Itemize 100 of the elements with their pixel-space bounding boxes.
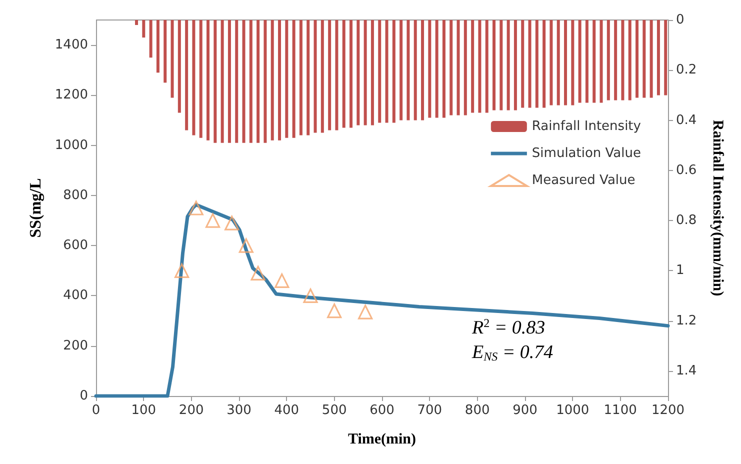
y-tick-label: 400 [63, 288, 88, 304]
y2-axis-title: Rainfall Intensity(mm/min) [710, 120, 726, 296]
bar [320, 20, 324, 133]
bar [135, 20, 138, 26]
y-axis-title: SS(mg/L [28, 178, 45, 238]
x-tick-label: 900 [512, 403, 538, 418]
bar [228, 20, 231, 143]
point [327, 303, 342, 318]
point [238, 238, 254, 253]
x-tick-label: 300 [226, 403, 252, 418]
bar [342, 20, 346, 128]
y-tick-label: 800 [63, 188, 88, 203]
bar [535, 20, 538, 108]
point [188, 200, 204, 216]
bar [464, 20, 467, 116]
bar [664, 20, 668, 96]
bar [642, 20, 646, 98]
bar [364, 20, 367, 126]
bar [514, 20, 517, 110]
bar [471, 20, 474, 113]
bar [421, 20, 424, 120]
bar [178, 20, 181, 113]
bar [256, 20, 260, 143]
bar [392, 20, 396, 123]
legend-label: Measured Value [532, 173, 636, 188]
bar [485, 20, 488, 113]
bar [299, 20, 302, 136]
bar [242, 20, 246, 143]
bar [356, 20, 360, 126]
bar [550, 20, 553, 106]
bar [500, 20, 503, 110]
bar [556, 20, 560, 106]
x-tick-label: 800 [464, 403, 490, 418]
bar [450, 20, 453, 116]
bar [192, 20, 196, 136]
x-tick-label: 600 [370, 403, 394, 418]
y2-tick-label: 1.4 [676, 363, 697, 378]
bar [606, 20, 610, 100]
bar [264, 20, 267, 143]
x-tick-label: 500 [322, 403, 347, 418]
bar [328, 20, 332, 130]
legend-label: Rainfall Intensity [532, 119, 642, 134]
x-axis-title: Time(min) [348, 432, 416, 448]
bar [235, 20, 238, 143]
bar [592, 20, 596, 103]
legend-label: Simulation Value [532, 146, 641, 161]
x-tick-label: 200 [178, 403, 204, 418]
bar [435, 20, 438, 118]
x-tick-label: 1100 [604, 403, 637, 418]
bar [456, 20, 460, 116]
bar [214, 20, 217, 143]
y2-tick-label: 1.2 [676, 313, 697, 328]
bar [650, 20, 653, 98]
point [274, 273, 290, 288]
bar [614, 20, 618, 100]
x-tick-label: 1200 [651, 403, 685, 418]
x-tick-label: 400 [274, 403, 300, 418]
bar [164, 20, 167, 83]
y2-tick-label: 0.2 [676, 62, 697, 78]
x-tick-label: 100 [131, 403, 156, 418]
bar [406, 20, 410, 120]
bar [628, 20, 632, 100]
bar [278, 20, 282, 140]
bar [656, 20, 660, 96]
bar [156, 20, 160, 73]
y2-tick-label: 1 [676, 263, 684, 278]
bar [378, 20, 382, 123]
bar [142, 20, 146, 38]
x-tick-label: 700 [417, 403, 442, 418]
bar [621, 20, 624, 100]
bar [428, 20, 432, 118]
y2-tick-label: 0.4 [676, 112, 697, 128]
point [250, 266, 266, 280]
y2-tick-label: 0.6 [676, 162, 697, 178]
bar [149, 20, 152, 58]
bar [400, 20, 403, 120]
y2-tick-label: 0 [676, 12, 684, 28]
point [224, 216, 240, 230]
bar [170, 20, 174, 98]
y2-tick-label: 0.8 [676, 213, 697, 228]
bar [571, 20, 574, 106]
bar [600, 20, 603, 103]
y-tick-label: 1200 [54, 88, 88, 103]
y-tick-label: 1000 [54, 138, 88, 153]
bar [335, 20, 338, 130]
bar [414, 20, 417, 120]
bar [206, 20, 210, 140]
bar [542, 20, 546, 108]
bar [199, 20, 202, 138]
y-tick-label: 600 [63, 238, 88, 254]
bar [385, 20, 388, 123]
point [358, 304, 373, 320]
bar [285, 20, 288, 138]
bar [442, 20, 446, 118]
bar [564, 20, 568, 106]
x-tick-label: 0 [92, 403, 100, 418]
bar [506, 20, 510, 110]
bar [350, 20, 353, 128]
bar [585, 20, 588, 103]
y-tick-label: 1400 [54, 38, 88, 53]
